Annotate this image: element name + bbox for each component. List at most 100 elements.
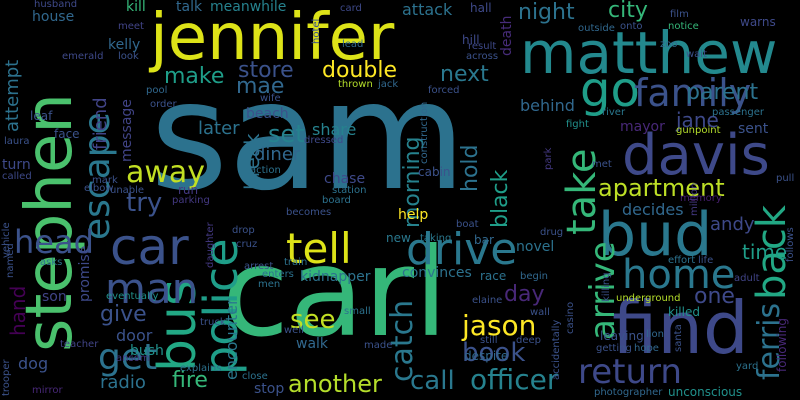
- word-meet: meet: [118, 21, 144, 32]
- word-set: set: [268, 120, 305, 148]
- word-turn: turn: [2, 157, 31, 173]
- word-matthew: matthew: [520, 19, 778, 87]
- word-get: get: [98, 337, 158, 378]
- word-cruz: cruz: [236, 239, 258, 250]
- word-kidnapper: kidnapper: [300, 269, 371, 285]
- word-river: river: [602, 107, 626, 118]
- word-stop: stop: [254, 381, 285, 397]
- word-look: look: [118, 51, 139, 62]
- word-construction: construction: [419, 101, 430, 164]
- word-passenger: passenger: [712, 107, 764, 118]
- word-becomes: becomes: [286, 207, 332, 218]
- word-santa: santa: [673, 324, 684, 352]
- word-home: home: [622, 252, 736, 298]
- word-called: called: [2, 171, 32, 182]
- word-truck: truck: [200, 317, 226, 328]
- word-unconscious: unconscious: [668, 385, 743, 399]
- word-man: man: [105, 264, 199, 313]
- word-killing: killing: [601, 272, 612, 302]
- word-find: find: [612, 286, 749, 370]
- word-wait: wait: [686, 49, 708, 60]
- word-day: day: [504, 282, 545, 307]
- word-diner: diner: [254, 144, 301, 165]
- word-lion: lion: [646, 329, 665, 340]
- word-gunpoint: gunpoint: [676, 125, 721, 136]
- word-casino: casino: [565, 301, 576, 334]
- word-chase: chase: [324, 171, 366, 187]
- word-double: double: [322, 58, 397, 83]
- word-well: well: [284, 325, 304, 336]
- word-bud: bud: [598, 200, 713, 270]
- word-accidentally: accidentally: [551, 319, 562, 380]
- word-andy: andy: [710, 214, 755, 235]
- word-sam: sam: [150, 50, 467, 224]
- word-run: run: [178, 183, 199, 197]
- word-teacher: teacher: [60, 339, 99, 350]
- word-card: card: [340, 3, 362, 14]
- word-memory: memory: [680, 193, 722, 204]
- word-onto: onto: [620, 21, 643, 32]
- word-return: return: [578, 352, 682, 392]
- word-leaving: leaving: [600, 329, 644, 343]
- word-station: station: [332, 185, 367, 196]
- word-across: across: [466, 51, 499, 62]
- word-order: order: [150, 99, 177, 110]
- word-jack: jack: [378, 79, 399, 90]
- word-apartment: apartment: [598, 174, 725, 202]
- word-begin: begin: [520, 271, 548, 282]
- word-son: son: [42, 289, 67, 305]
- word-mae: mae: [236, 74, 285, 99]
- word-dressed: dressed: [304, 135, 344, 146]
- word-carl: carl: [222, 222, 448, 364]
- word-film: film: [670, 9, 689, 20]
- word-meanwhile: meanwhile: [210, 0, 287, 15]
- word-friend: friend: [90, 97, 111, 150]
- word-walk: walk: [296, 336, 329, 352]
- word-leaf: leaf: [30, 109, 53, 123]
- word-head: head: [14, 223, 94, 261]
- word-close: close: [242, 371, 268, 382]
- word-emerald: emerald: [62, 51, 104, 62]
- word-mayor: mayor: [620, 119, 665, 135]
- word-make: make: [164, 64, 225, 89]
- word-night: night: [518, 0, 575, 25]
- word-following: following: [775, 318, 789, 372]
- word-radio: radio: [100, 372, 146, 393]
- word-outside: outside: [578, 23, 615, 34]
- word-death: death: [499, 15, 515, 56]
- word-parent: parent: [686, 80, 759, 105]
- word-taking: taking: [420, 233, 452, 244]
- word-still: still: [480, 335, 498, 346]
- word-train: train: [284, 257, 308, 268]
- word-asks: asks: [40, 257, 63, 268]
- word-away: away: [126, 155, 206, 190]
- word-behind: behind: [520, 96, 575, 115]
- word-beach: beach: [246, 106, 289, 122]
- word-park: park: [543, 147, 554, 170]
- word-million: million: [689, 182, 700, 216]
- word-see: see: [290, 305, 336, 335]
- word-drug: drug: [540, 227, 564, 238]
- word-house: house: [32, 9, 75, 25]
- word-black: black: [488, 169, 513, 228]
- word-trooper: trooper: [1, 359, 12, 396]
- word-hall: hall: [470, 1, 492, 15]
- word-talk: talk: [176, 0, 203, 15]
- word-mark: mark: [92, 175, 118, 186]
- word-car: car: [110, 218, 189, 276]
- word-book: book: [462, 338, 526, 368]
- word-cabin: cabin: [418, 165, 451, 179]
- word-share: share: [312, 120, 357, 139]
- word-go: go: [580, 62, 640, 118]
- word-call: call: [410, 366, 455, 396]
- word-davis: davis: [622, 123, 770, 188]
- word-wife: wife: [260, 93, 281, 104]
- word-attempt: attempt: [2, 59, 23, 132]
- word-fight: fight: [566, 119, 589, 130]
- word-kill: kill: [126, 0, 146, 15]
- word-warns: warns: [740, 15, 776, 29]
- word-lead: lead: [342, 39, 364, 50]
- word-daughter: daughter: [205, 222, 216, 268]
- word-adult: adult: [734, 273, 760, 284]
- word-tell: tell: [286, 224, 352, 273]
